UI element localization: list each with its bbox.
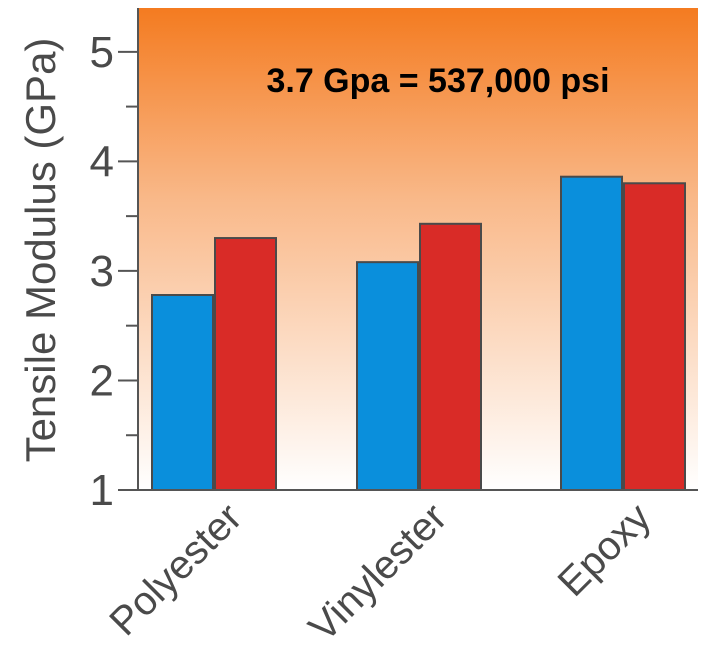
chart-annotation: 3.7 Gpa = 537,000 psi (266, 62, 609, 100)
bar (151, 294, 214, 491)
y-tick-label: 2 (90, 356, 114, 405)
bar (214, 237, 277, 491)
x-category-label: Polyester (101, 495, 250, 644)
y-tick-label: 1 (90, 466, 114, 515)
y-tick-label: 3 (90, 247, 114, 296)
y-axis-title: Tensile Modulus (GPa) (17, 38, 64, 463)
y-axis: 1 2 3 4 5 (90, 8, 698, 515)
bar (623, 182, 686, 491)
x-axis-labels: Polyester Vinylester Epoxy (101, 495, 659, 650)
x-category-label: Vinylester (301, 495, 456, 650)
bar (356, 261, 419, 491)
bars (151, 175, 686, 492)
y-tick-label: 5 (90, 28, 114, 77)
bar (419, 222, 482, 492)
x-category-label: Epoxy (550, 495, 660, 605)
y-tick-label: 4 (90, 137, 114, 186)
bar (560, 175, 623, 491)
